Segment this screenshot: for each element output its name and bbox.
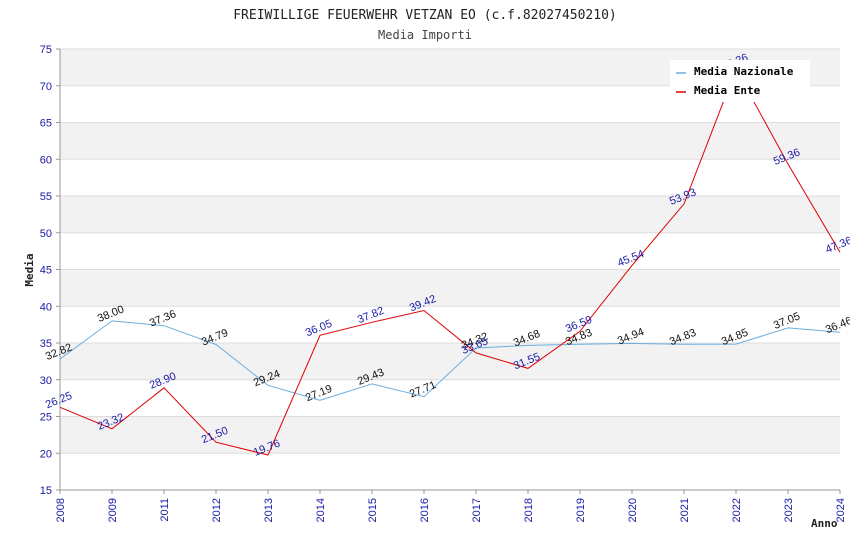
grid-lines — [60, 48, 840, 491]
y-axis-label: Media — [23, 253, 36, 286]
legend: Media Nazionale Media Ente — [670, 60, 810, 102]
x-tick-label: 2012 — [211, 498, 223, 522]
y-tick-label: 25 — [40, 412, 52, 424]
y-tick-label: 40 — [40, 301, 52, 313]
legend-label-media-ente: Media Ente — [694, 84, 761, 97]
series-line-media-nazionale — [59, 320, 841, 401]
grid-band — [60, 269, 840, 307]
x-tick-label: 2018 — [523, 498, 535, 522]
y-tick-label: 15 — [40, 485, 52, 497]
x-tick-label: 2021 — [679, 498, 691, 522]
y-tick-label: 55 — [40, 191, 52, 203]
legend-label-media-nazionale: Media Nazionale — [694, 65, 794, 78]
x-tick-label: 2013 — [263, 498, 275, 522]
y-tick-label: 30 — [40, 375, 52, 387]
y-tick-label: 35 — [40, 338, 52, 350]
grid-band — [60, 343, 840, 380]
x-tick-label: 2008 — [55, 498, 67, 522]
y-tick-label: 45 — [40, 265, 52, 277]
y-axis-ticks: 15 20 25 30 35 40 45 50 55 60 65 70 75 — [40, 44, 60, 497]
x-tick-label: 2019 — [575, 498, 587, 522]
y-tick-label: 65 — [40, 118, 52, 130]
x-axis-ticks: 2008 2009 2011 2012 2013 2014 2015 2016 2017 2018… — [55, 490, 847, 522]
series-line-media-ente — [59, 67, 841, 456]
y-tick-label: 70 — [40, 81, 52, 93]
legend-box — [670, 60, 810, 102]
y-tick-label: 75 — [40, 44, 52, 56]
chart-title: FREIWILLIGE FEUERWEHR VETZAN EO (c.f.820… — [233, 8, 617, 23]
x-tick-label: 2016 — [419, 498, 431, 522]
grid-band — [60, 416, 840, 454]
data-label-media-ente: 36.05 — [304, 318, 334, 339]
x-axis-label: Anno — [811, 517, 838, 530]
data-label-media-nazionale: 37.36 — [148, 308, 178, 329]
data-label-media-nazionale: 36.46 — [824, 315, 850, 336]
x-tick-label: 2009 — [107, 498, 119, 522]
y-tick-label: 50 — [40, 228, 52, 240]
x-tick-label: 2017 — [471, 498, 483, 522]
y-tick-label: 20 — [40, 448, 52, 460]
data-label-media-nazionale: 27.71 — [408, 379, 438, 400]
x-tick-label: 2015 — [367, 498, 379, 522]
x-tick-label: 2022 — [731, 498, 743, 522]
y-tick-label: 60 — [40, 154, 52, 166]
chart-subtitle: Media Importi — [378, 28, 472, 42]
x-tick-label: 2014 — [315, 498, 327, 522]
grid-band — [60, 122, 840, 160]
x-tick-label: 2020 — [627, 498, 639, 522]
x-tick-label: 2023 — [783, 498, 795, 522]
grid-bands — [60, 49, 840, 454]
x-tick-label: 2011 — [159, 498, 171, 522]
series-lines — [59, 67, 841, 456]
data-label-media-ente: 47.36 — [824, 235, 850, 256]
grid-band — [60, 196, 840, 233]
x-tick-label: 2024 — [835, 498, 847, 522]
data-label-media-ente: 26.25 — [44, 390, 74, 411]
data-label-media-nazionale: 27.19 — [304, 383, 334, 404]
